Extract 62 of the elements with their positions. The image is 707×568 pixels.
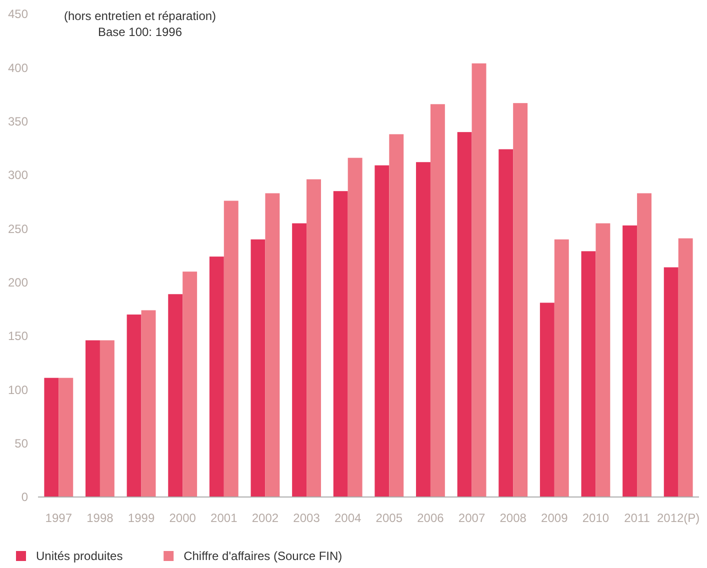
- y-tick-label: 300: [8, 168, 28, 182]
- bar: [209, 256, 224, 497]
- bar: [86, 340, 100, 497]
- annotation: (hors entretien et réparation): [64, 9, 216, 23]
- bar: [457, 132, 472, 497]
- bar: [333, 191, 348, 497]
- bar: [389, 134, 404, 497]
- bar: [100, 340, 114, 497]
- bar: [292, 223, 307, 497]
- y-tick-label: 150: [8, 329, 28, 344]
- bar: [374, 165, 390, 497]
- legend-label: Unités produites: [36, 549, 123, 563]
- bar: [265, 193, 280, 497]
- y-tick-label: 100: [8, 382, 28, 397]
- x-tick-label: 2007: [458, 511, 486, 525]
- bar: [664, 267, 678, 497]
- y-tick-label: 0: [21, 490, 28, 504]
- bar: [168, 294, 183, 497]
- x-tick-label: 2010: [582, 511, 610, 525]
- bar: [224, 200, 238, 497]
- bar: [540, 302, 554, 497]
- bar: [678, 238, 693, 497]
- x-tick-label: 2012(P): [656, 511, 700, 525]
- bar: [581, 251, 596, 497]
- y-tick-label: 250: [8, 222, 28, 236]
- bar: [126, 314, 142, 497]
- bar: [498, 149, 514, 497]
- y-tick-label: 50: [14, 436, 28, 451]
- x-tick-label: 2002: [252, 511, 279, 525]
- bar: [637, 193, 652, 497]
- annotation: Base 100: 1996: [98, 25, 182, 39]
- legend-label: Chiffre d'affaires (Source FIN): [184, 549, 342, 563]
- bar: [416, 162, 430, 497]
- x-tick-label: 2008: [500, 511, 527, 525]
- x-tick-label: 1998: [86, 511, 114, 525]
- bar: [596, 223, 610, 497]
- bar: [622, 225, 638, 497]
- bar: [58, 378, 74, 497]
- y-tick-label: 450: [8, 7, 28, 22]
- bar: [554, 239, 569, 497]
- x-tick-label: 2003: [293, 511, 320, 525]
- x-tick-label: 2004: [334, 511, 362, 525]
- x-tick-label: 1997: [45, 511, 72, 525]
- bar: [348, 158, 362, 497]
- x-tick-label: 2005: [376, 511, 403, 525]
- x-tick-label: 1999: [128, 511, 155, 525]
- x-tick-label: 2000: [169, 511, 196, 525]
- bar: [472, 63, 486, 497]
- x-tick-label: 2011: [624, 511, 650, 525]
- bar: [306, 179, 321, 497]
- x-tick-label: 2001: [210, 511, 238, 525]
- bar: [44, 378, 59, 497]
- y-tick-label: 200: [8, 276, 28, 290]
- bar: [182, 272, 198, 497]
- bar: [141, 310, 156, 497]
- x-tick-label: 2006: [417, 511, 444, 525]
- bar: [430, 104, 445, 497]
- bar: [250, 239, 266, 497]
- y-tick-label: 400: [8, 60, 28, 75]
- x-tick-label: 2009: [541, 511, 568, 525]
- y-tick-label: 350: [8, 114, 28, 129]
- bar: [513, 103, 528, 497]
